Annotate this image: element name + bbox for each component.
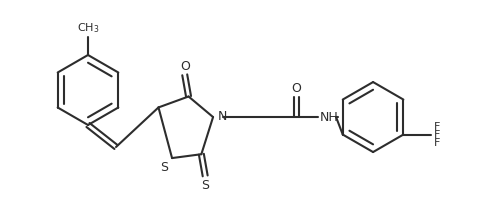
Text: S: S [201, 179, 209, 192]
Text: O: O [291, 82, 301, 95]
Text: O: O [180, 60, 190, 73]
Text: F: F [433, 138, 440, 147]
Text: N: N [218, 110, 228, 123]
Text: NH: NH [320, 111, 339, 124]
Text: F: F [433, 130, 440, 140]
Text: S: S [160, 161, 168, 174]
Text: F: F [433, 121, 440, 132]
Text: CH$_3$: CH$_3$ [77, 21, 99, 35]
